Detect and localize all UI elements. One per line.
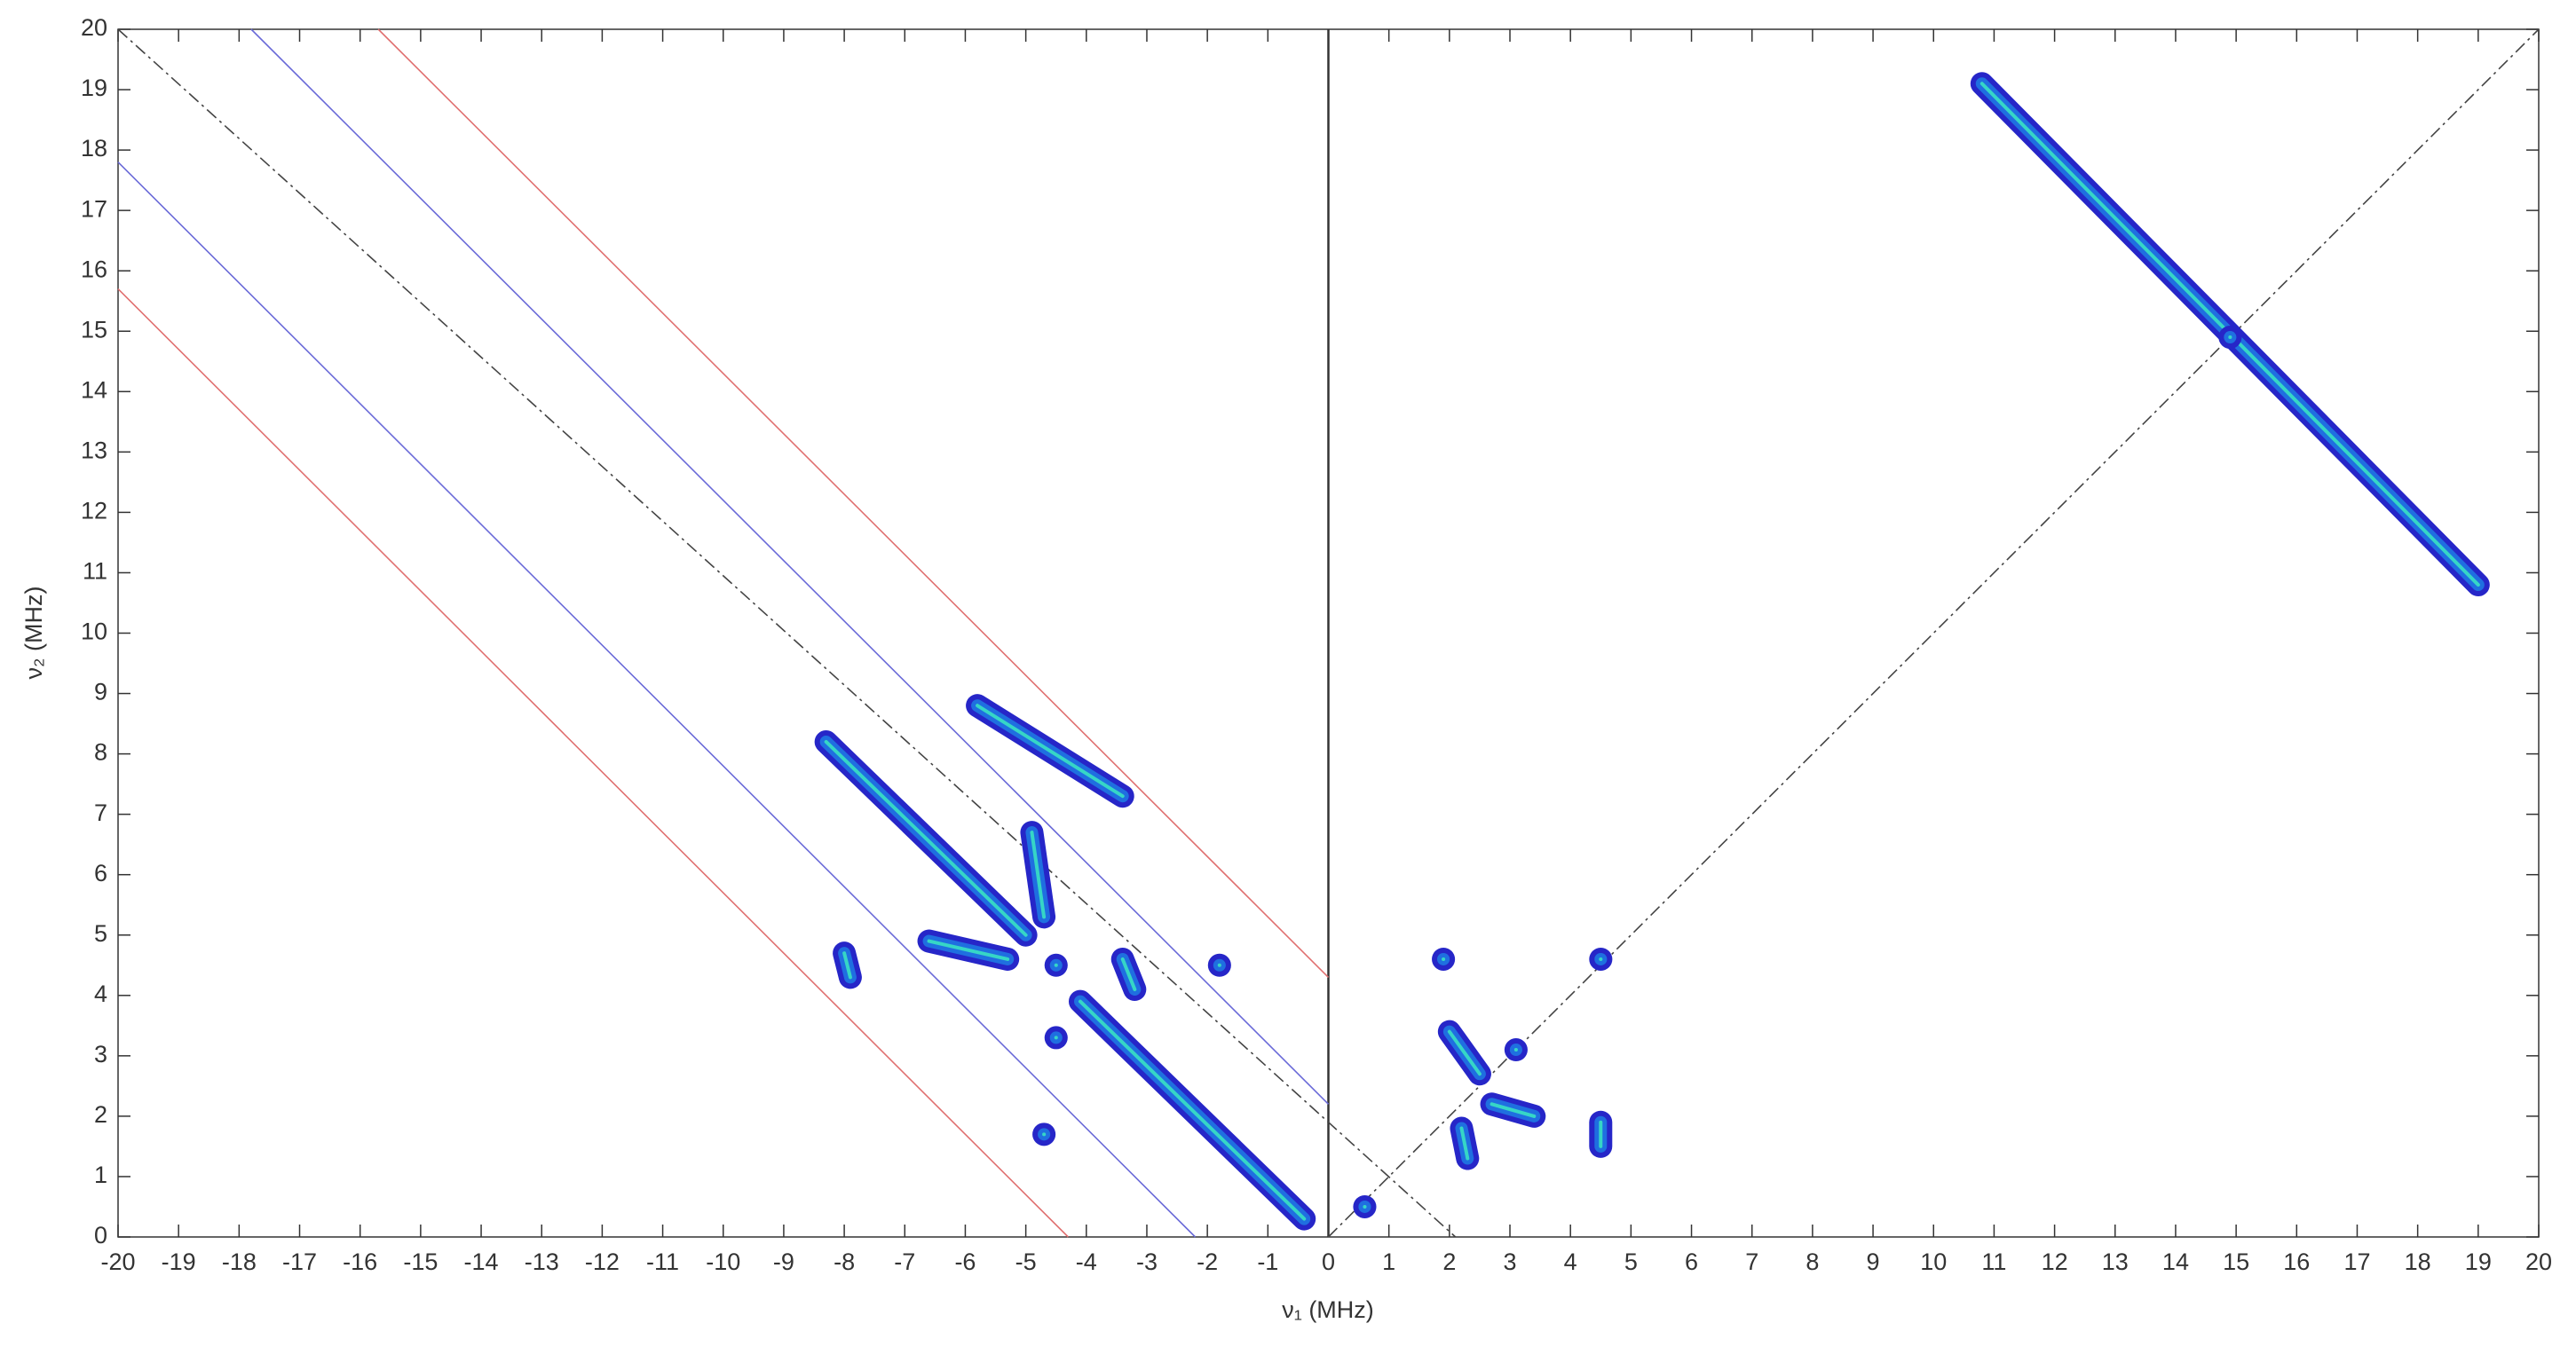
x-tick-label: -20 bbox=[100, 1249, 135, 1275]
x-tick-label: 13 bbox=[2102, 1249, 2129, 1275]
y-tick-label: 4 bbox=[94, 981, 107, 1007]
x-tick-label: 0 bbox=[1322, 1249, 1335, 1275]
x-tick-label: 18 bbox=[2405, 1249, 2431, 1275]
x-tick-label: -16 bbox=[343, 1249, 377, 1275]
x-tick-label: -14 bbox=[464, 1249, 499, 1275]
reference-line bbox=[117, 28, 1457, 1238]
x-tick-label: -13 bbox=[525, 1249, 559, 1275]
contour-peak bbox=[1489, 1102, 1537, 1118]
contour-peak bbox=[1447, 1029, 1482, 1076]
x-tick-label: 16 bbox=[2283, 1249, 2310, 1275]
y-tick-label: 18 bbox=[81, 135, 107, 161]
y-axis-label: ν₂ (MHz) bbox=[20, 587, 47, 680]
y-tick-label: 9 bbox=[94, 679, 107, 705]
x-tick-label: -17 bbox=[282, 1249, 317, 1275]
x-tick-label: 7 bbox=[1745, 1249, 1758, 1275]
y-tick-label: 8 bbox=[94, 739, 107, 766]
y-tick-label: 17 bbox=[81, 195, 107, 222]
y-tick-label: 2 bbox=[94, 1101, 107, 1128]
reference-line bbox=[117, 161, 1197, 1238]
y-tick-label: 0 bbox=[94, 1222, 107, 1249]
x-tick-label: -4 bbox=[1076, 1249, 1097, 1275]
x-tick-label: 1 bbox=[1382, 1249, 1395, 1275]
y-tick-label: 10 bbox=[81, 618, 107, 645]
x-tick-label: 10 bbox=[1920, 1249, 1947, 1275]
y-tick-label: 13 bbox=[81, 437, 107, 463]
x-tick-label: 20 bbox=[2525, 1249, 2552, 1275]
contour-peak bbox=[842, 951, 852, 980]
y-tick-label: 5 bbox=[94, 920, 107, 947]
contour-peak bbox=[1459, 1126, 1470, 1161]
contour-peak bbox=[824, 739, 1028, 937]
x-tick-label: -1 bbox=[1257, 1249, 1278, 1275]
x-axis-label: ν₁ (MHz) bbox=[1282, 1296, 1374, 1323]
x-tick-label: 2 bbox=[1442, 1249, 1456, 1275]
x-tick-label: -10 bbox=[706, 1249, 740, 1275]
x-tick-label: 4 bbox=[1564, 1249, 1577, 1275]
x-tick-label: -19 bbox=[162, 1249, 196, 1275]
reference-line bbox=[377, 28, 1330, 978]
reference-line bbox=[117, 288, 1069, 1238]
y-tick-label: 6 bbox=[94, 860, 107, 886]
y-tick-label: 3 bbox=[94, 1041, 107, 1067]
y-tick-label: 15 bbox=[81, 316, 107, 343]
contour-peak bbox=[1078, 999, 1307, 1221]
y-tick-label: 14 bbox=[81, 376, 107, 403]
x-tick-label: 6 bbox=[1685, 1249, 1698, 1275]
x-tick-label: -15 bbox=[403, 1249, 438, 1275]
x-tick-label: 9 bbox=[1867, 1249, 1880, 1275]
y-tick-label: 16 bbox=[81, 256, 107, 282]
x-tick-label: -6 bbox=[954, 1249, 976, 1275]
x-tick-label: 19 bbox=[2465, 1249, 2492, 1275]
y-tick-label: 11 bbox=[83, 558, 107, 585]
y-tick-label: 7 bbox=[94, 800, 107, 826]
contour-peak bbox=[927, 939, 1010, 961]
x-tick-label: 15 bbox=[2223, 1249, 2249, 1275]
reference-line bbox=[250, 28, 1330, 1105]
x-tick-label: -11 bbox=[646, 1249, 679, 1275]
x-tick-label: -3 bbox=[1136, 1249, 1158, 1275]
x-tick-label: 3 bbox=[1504, 1249, 1517, 1275]
x-tick-label: 14 bbox=[2162, 1249, 2189, 1275]
contour-peak bbox=[1120, 957, 1137, 991]
x-tick-label: 8 bbox=[1806, 1249, 1819, 1275]
x-tick-label: -5 bbox=[1015, 1249, 1037, 1275]
x-tick-label: -12 bbox=[585, 1249, 620, 1275]
y-tick-label: 12 bbox=[81, 498, 107, 524]
contour-peak bbox=[976, 704, 1125, 799]
x-tick-label: -8 bbox=[834, 1249, 855, 1275]
x-tick-label: 12 bbox=[2042, 1249, 2068, 1275]
reference-line bbox=[1327, 28, 2540, 1238]
x-tick-label: -7 bbox=[894, 1249, 915, 1275]
x-tick-label: 5 bbox=[1624, 1249, 1638, 1275]
x-tick-label: -18 bbox=[222, 1249, 257, 1275]
x-tick-label: 11 bbox=[1981, 1249, 2006, 1275]
y-tick-label: 1 bbox=[94, 1162, 107, 1188]
y-tick-label: 19 bbox=[81, 75, 107, 101]
x-tick-label: 17 bbox=[2343, 1249, 2370, 1275]
x-tick-label: -2 bbox=[1197, 1249, 1218, 1275]
contour-peak bbox=[1030, 831, 1047, 919]
y-tick-label: 20 bbox=[81, 14, 107, 41]
x-tick-label: -9 bbox=[773, 1249, 794, 1275]
